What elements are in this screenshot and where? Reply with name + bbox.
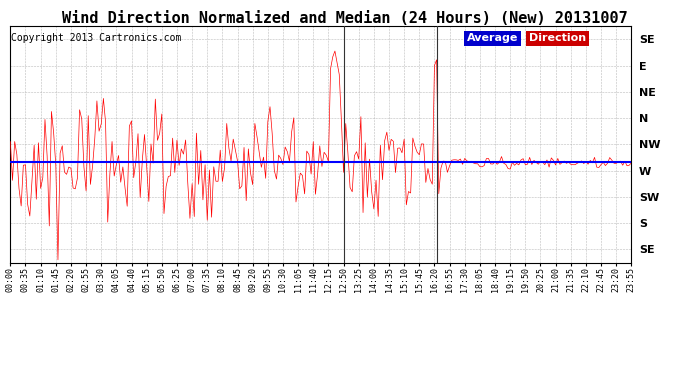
Text: Direction: Direction bbox=[529, 33, 586, 44]
Text: Wind Direction Normalized and Median (24 Hours) (New) 20131007: Wind Direction Normalized and Median (24… bbox=[62, 11, 628, 26]
Text: Average: Average bbox=[466, 33, 518, 44]
Text: Copyright 2013 Cartronics.com: Copyright 2013 Cartronics.com bbox=[11, 33, 181, 44]
